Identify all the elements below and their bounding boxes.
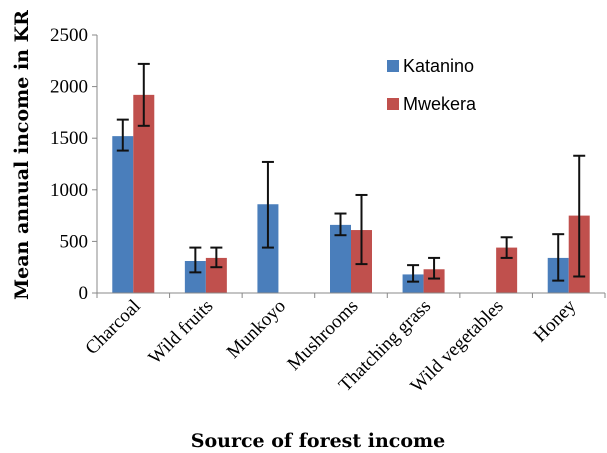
category-label-6: Honey bbox=[530, 295, 581, 346]
category-label-3: Mushrooms bbox=[283, 296, 362, 375]
y-tick-label-5: 2500 bbox=[50, 25, 88, 46]
error-bars-group bbox=[116, 62, 586, 283]
category-labels-group: Charcoal Wild fruits MunkoyoMushroomsThatc… bbox=[81, 295, 580, 397]
bar-katanino-0 bbox=[112, 136, 134, 293]
y-tick-label-0: 0 bbox=[79, 283, 89, 304]
y-tick-label-4: 2000 bbox=[50, 77, 88, 98]
category-label-0: Charcoal bbox=[81, 296, 144, 359]
legend-swatch-mwekera bbox=[387, 98, 399, 110]
category-label-2: Munkoyo bbox=[223, 296, 290, 363]
bars-group bbox=[112, 94, 590, 293]
category-label-1: Wild fruits bbox=[144, 296, 217, 369]
legend-swatch-katanino bbox=[387, 60, 399, 72]
bar-katanino-3 bbox=[330, 224, 351, 293]
y-tick-label-2: 1000 bbox=[50, 180, 88, 201]
axes-group bbox=[96, 35, 606, 298]
bar-katanino-2 bbox=[257, 204, 279, 293]
bar-mwekera-4 bbox=[423, 269, 445, 293]
legend-label-katanino: Katanino bbox=[403, 56, 474, 76]
y-tick-label-1: 500 bbox=[60, 231, 89, 252]
x-axis-title: Source of forest income bbox=[191, 430, 445, 452]
legend: Katanino Mwekera bbox=[387, 56, 477, 114]
bar-katanino-4 bbox=[402, 274, 424, 293]
y-axis-ticks: 0 500 1000 1500 2000 2500 bbox=[50, 25, 97, 304]
bar-katanino-1 bbox=[184, 261, 206, 293]
legend-label-mwekera: Mwekera bbox=[403, 94, 477, 114]
y-axis-title: Mean annual income in KR bbox=[11, 10, 33, 300]
bar-mwekera-5 bbox=[496, 247, 518, 293]
bar-mwekera-0 bbox=[133, 94, 155, 293]
y-tick-label-3: 1500 bbox=[50, 128, 88, 149]
